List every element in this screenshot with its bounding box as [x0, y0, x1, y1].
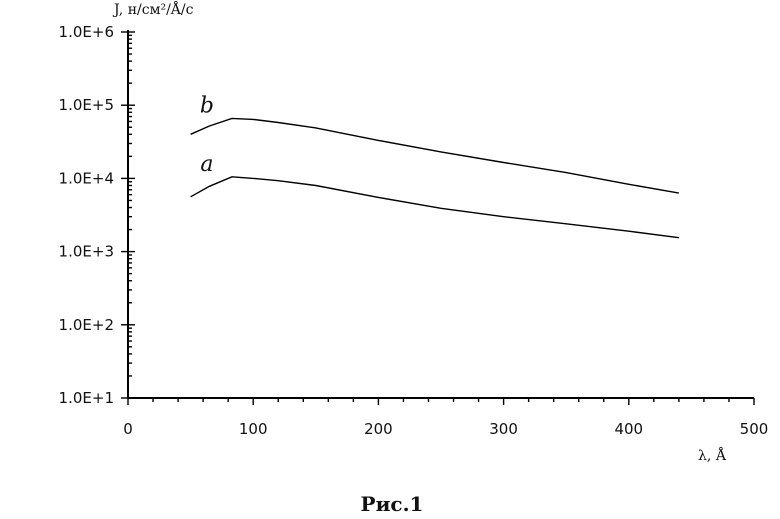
tick-marks	[121, 32, 754, 405]
x-tick-label: 0	[123, 420, 133, 438]
x-tick-label: 500	[740, 420, 769, 438]
y-axis-title: J, н/см²/Å/с	[112, 0, 194, 18]
x-tick-label: 300	[489, 420, 518, 438]
x-tick-label: 200	[364, 420, 393, 438]
y-tick-label: 1.0E+1	[59, 389, 114, 407]
axes	[128, 30, 754, 398]
y-tick-label: 1.0E+5	[59, 96, 114, 114]
series-label-b: b	[200, 93, 214, 118]
x-axis-title: λ, Å	[698, 446, 727, 464]
y-tick-label: 1.0E+4	[59, 169, 114, 187]
series-line-a	[191, 177, 679, 238]
y-tick-label: 1.0E+6	[59, 23, 114, 41]
x-tick-label: 400	[614, 420, 643, 438]
series-line-b	[191, 118, 679, 193]
figure-caption: Рис.1	[361, 492, 424, 516]
series-group: ab	[191, 93, 679, 237]
series-label-a: a	[200, 152, 213, 177]
y-tick-label: 1.0E+3	[59, 243, 114, 261]
x-tick-label: 100	[239, 420, 268, 438]
tick-labels: 1.0E+1 1.0E+2 1.0E+3 1.0E+4 1.0E+5 1.0E+6 0 100…	[59, 23, 769, 438]
y-tick-label: 1.0E+2	[59, 316, 114, 334]
